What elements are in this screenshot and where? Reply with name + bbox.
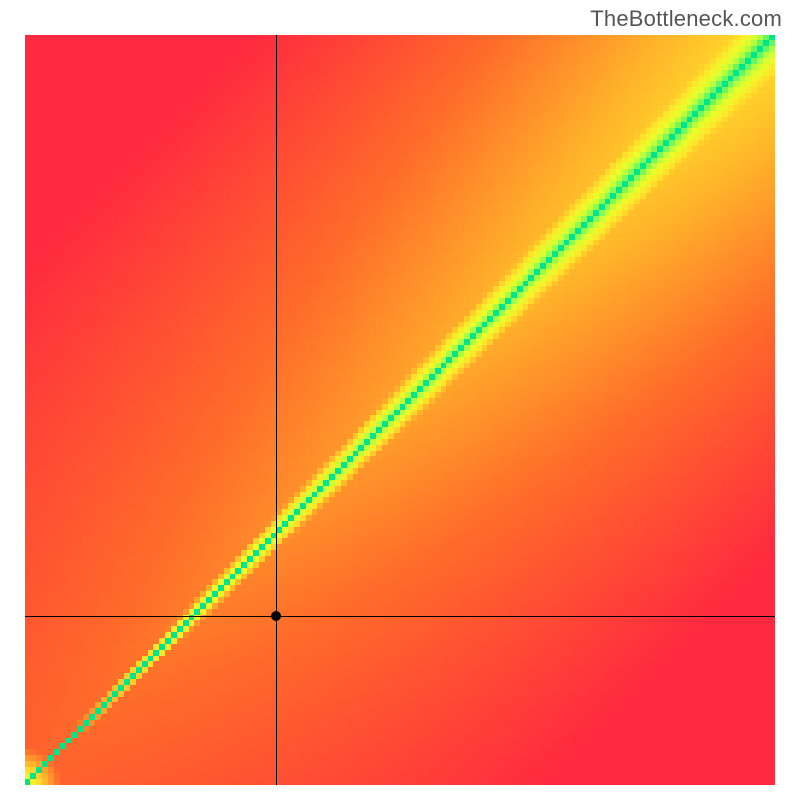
marker-dot: [271, 611, 281, 621]
chart-container: TheBottleneck.com: [0, 0, 800, 800]
crosshair-horizontal: [25, 616, 775, 617]
plot-area: [25, 35, 775, 785]
crosshair-vertical: [276, 35, 277, 785]
heatmap-canvas: [25, 35, 775, 785]
watermark-text: TheBottleneck.com: [590, 6, 782, 32]
